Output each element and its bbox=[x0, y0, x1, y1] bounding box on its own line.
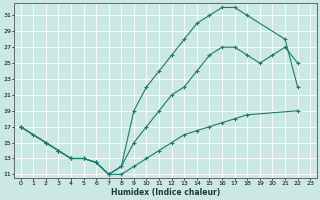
X-axis label: Humidex (Indice chaleur): Humidex (Indice chaleur) bbox=[111, 188, 220, 197]
